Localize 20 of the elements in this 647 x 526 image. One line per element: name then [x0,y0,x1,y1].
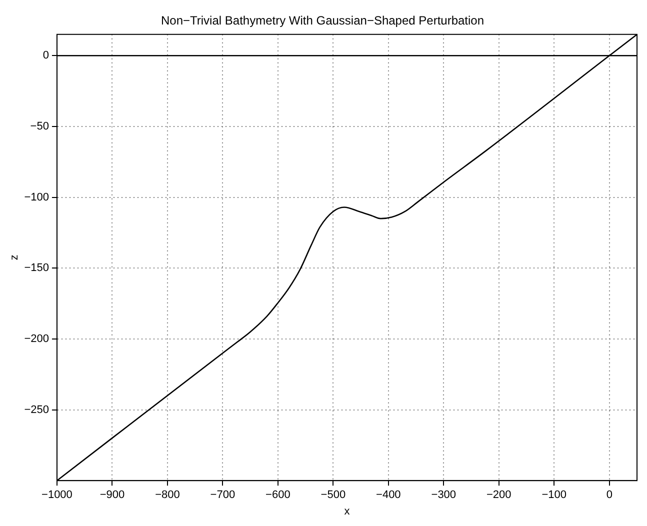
y-tick-label: −100 [24,191,49,204]
x-tick-label: −300 [431,489,456,502]
x-tick-label: −1000 [42,489,72,502]
x-tick-label: −900 [100,489,125,502]
x-tick-label: −400 [376,489,401,502]
y-axis-title: z [8,254,21,260]
x-tick-label: −800 [155,489,180,502]
x-axis-title: x [344,505,350,518]
y-tick-label: −200 [24,332,49,345]
x-tick-label: −500 [320,489,346,502]
x-tick-label: −700 [210,489,236,502]
x-tick-label: 0 [606,489,612,502]
x-tick-label: −100 [542,489,567,502]
y-tick-label: 0 [42,50,49,62]
y-tick-label: −150 [24,262,49,274]
y-tick-label: −250 [24,404,49,416]
chart-title: Non−Trivial Bathymetry With Gaussian−Shaped Perturbation [160,14,484,28]
x-tick-label: −200 [486,489,512,502]
y-tick-label: −50 [30,120,49,133]
x-tick-label: −600 [266,489,290,502]
